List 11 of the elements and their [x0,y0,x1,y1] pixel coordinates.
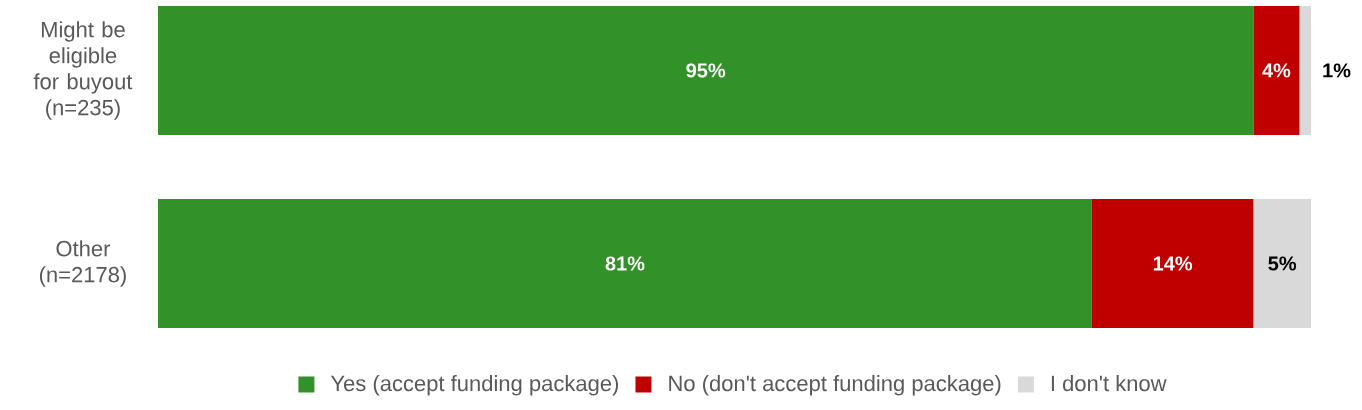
data-label: 95% [686,63,726,78]
legend-label: Yes (accept funding package) [330,375,619,396]
data-label: 81% [605,256,645,271]
data-label: 14% [1153,256,1193,271]
legend-label: No (don't accept funding package) [669,375,1001,396]
data-label: 4% [1262,63,1291,78]
legend-label: I don't know [1051,375,1167,392]
data-label: 5% [1268,256,1297,271]
y-tick-label: Might be eligible for buyout (n=235) [33,21,133,120]
y-tick-label: Other (n=2178) [39,240,126,287]
data-label: 1% [1323,63,1351,78]
